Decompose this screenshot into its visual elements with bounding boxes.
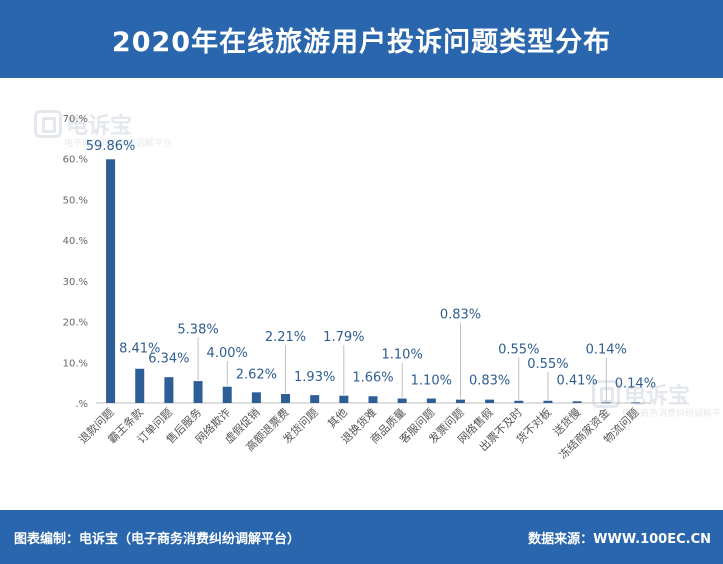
footer-credit: 图表编制：电诉宝（电子商务消费纠纷调解平台）	[14, 532, 301, 547]
y-tick-label: 10.%	[63, 358, 88, 369]
bar-11	[397, 398, 407, 403]
bar-7	[281, 394, 291, 403]
bar-6	[251, 392, 261, 403]
y-tick-label: 50.%	[63, 195, 88, 206]
y-tick-label: 60.%	[63, 155, 88, 166]
bar-14	[485, 399, 495, 403]
data-label: 1.93%	[294, 370, 335, 385]
bar-9	[339, 395, 349, 403]
data-label: 0.41%	[556, 373, 597, 388]
data-label: 6.34%	[148, 351, 189, 366]
y-tick-label: .%	[75, 399, 88, 410]
watermark-name: 电诉宝	[624, 384, 691, 409]
watermark-subtitle: 电子商务消费纠纷调解平台	[622, 409, 722, 432]
data-label: 8.41%	[119, 342, 160, 357]
footer-bar: 图表编制：电诉宝（电子商务消费纠纷调解平台） 数据来源：WWW.100EC.CN	[0, 510, 723, 564]
footer-source: 数据来源：WWW.100EC.CN	[528, 532, 711, 547]
bar-10	[368, 396, 378, 403]
watermark-name: 电诉宝	[66, 114, 133, 139]
bar-13	[455, 399, 465, 403]
bar-chart: .%10.%20.%30.%40.%50.%60.%70.%59.86%退款问题…	[63, 114, 656, 462]
y-tick-label: 40.%	[63, 236, 88, 247]
bar-16	[543, 400, 553, 403]
bar-2	[135, 368, 145, 403]
chart-area: 电诉宝 电子商务消费纠纷调解平台 电诉宝 电子商务消费纠纷调解平台 .% 10.%…	[0, 78, 723, 510]
bar-19	[630, 402, 640, 404]
bar-3	[164, 377, 174, 403]
watermark-subtitle: 电子商务消费纠纷调解平台	[64, 139, 173, 149]
data-label: 1.10%	[382, 348, 423, 363]
y-tick-label: 30.%	[63, 277, 88, 288]
bar-8	[310, 395, 320, 403]
x-tick-label: 其他	[325, 406, 350, 431]
chart-title: 2020年在线旅游用户投诉问题类型分布	[111, 26, 612, 58]
bar-12	[426, 398, 436, 403]
data-label: 4.00%	[207, 346, 248, 361]
data-label: 0.14%	[586, 342, 627, 357]
y-tick-label: 20.%	[63, 318, 88, 329]
data-label: 1.10%	[411, 373, 452, 388]
bar-4	[193, 381, 203, 403]
bar-5	[222, 386, 232, 403]
title-bar: 2020年在线旅游用户投诉问题类型分布	[0, 0, 723, 78]
bar-1	[106, 159, 116, 403]
data-label: 1.79%	[323, 330, 364, 345]
bar-17	[572, 401, 582, 403]
data-label: 5.38%	[177, 322, 218, 337]
data-label: 0.83%	[440, 307, 481, 322]
shield-logo-icon	[34, 110, 62, 138]
bar-18	[601, 402, 611, 404]
data-label: 0.83%	[469, 373, 510, 388]
data-label: 0.14%	[615, 377, 656, 392]
data-label: 0.55%	[527, 357, 568, 372]
data-label: 59.86%	[86, 139, 136, 154]
bar-15	[514, 400, 524, 403]
data-label: 2.21%	[265, 330, 306, 345]
data-label: 0.55%	[498, 342, 539, 357]
data-label: 1.66%	[352, 370, 393, 385]
y-tick-label: 70.%	[63, 114, 88, 125]
watermark-logo: 电诉宝 电子商务消费纠纷调解平台	[34, 108, 172, 149]
data-label: 2.62%	[236, 368, 277, 383]
